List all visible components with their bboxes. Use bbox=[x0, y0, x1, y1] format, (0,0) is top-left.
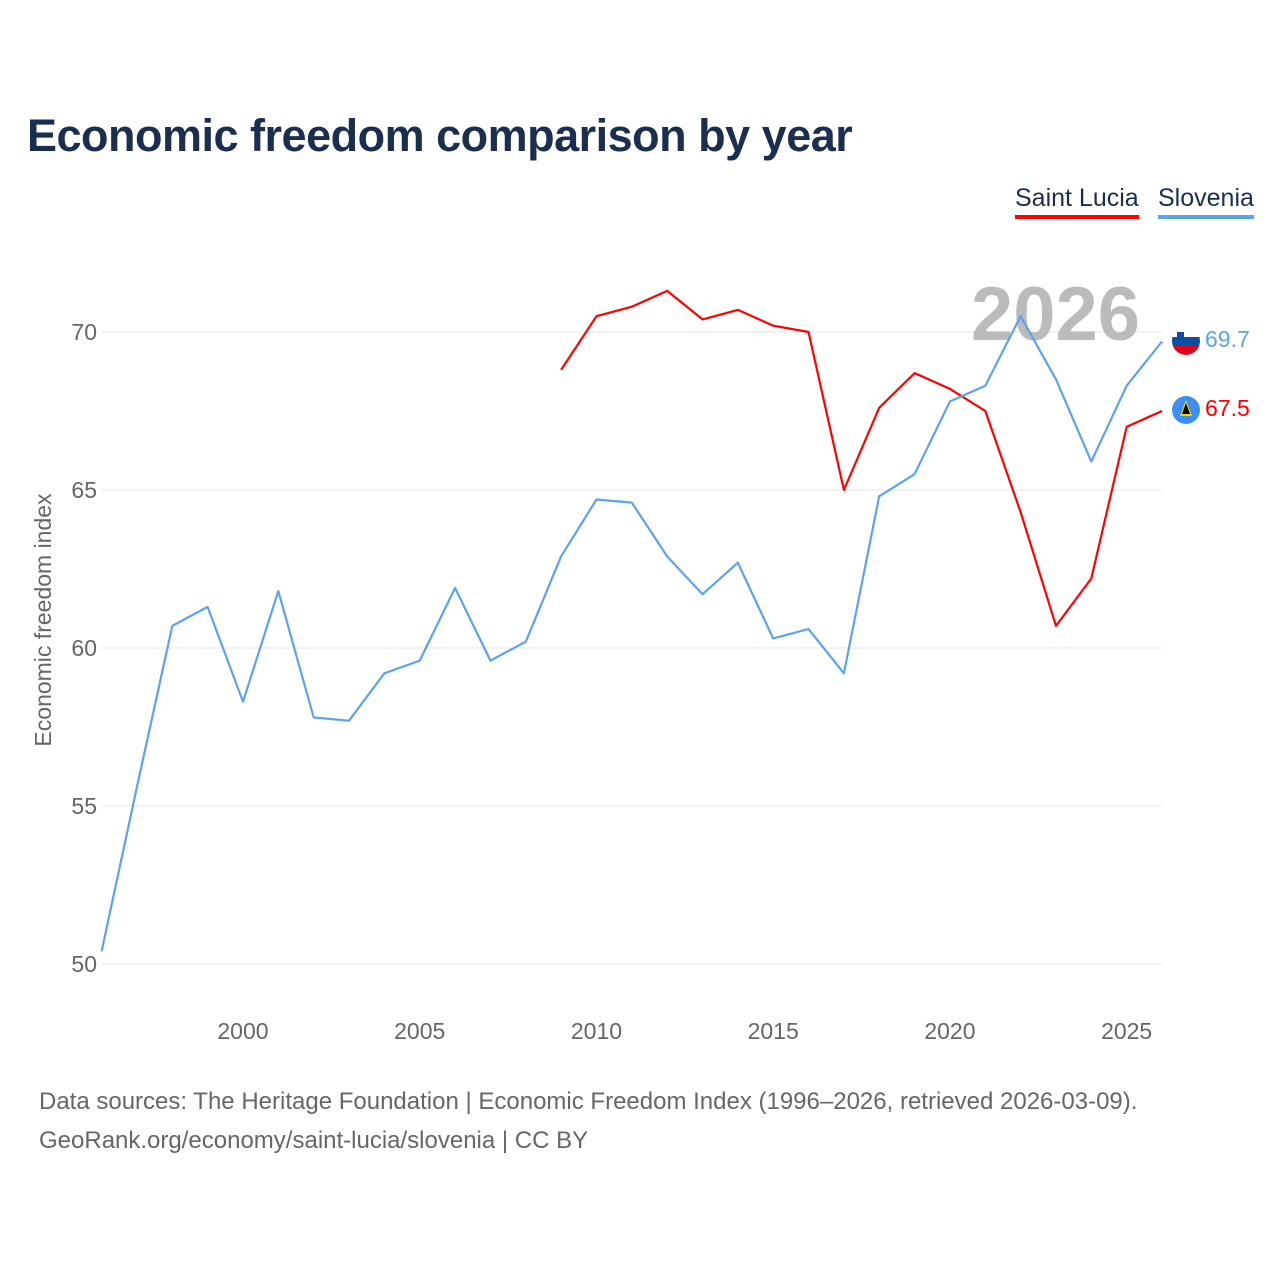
x-tick-label: 2015 bbox=[748, 1018, 799, 1044]
y-tick-label: 65 bbox=[71, 477, 97, 503]
y-tick-label: 70 bbox=[71, 319, 97, 345]
series-line-slovenia bbox=[100, 315, 1163, 952]
saint-lucia-flag-icon bbox=[1172, 396, 1200, 424]
year-watermark: 2026 bbox=[971, 272, 1140, 357]
slovenia-flag-icon bbox=[1172, 327, 1200, 355]
x-tick-label: 2010 bbox=[571, 1018, 622, 1044]
legend-slovenia[interactable]: Slovenia bbox=[1158, 184, 1254, 219]
legend-saint-lucia[interactable]: Saint Lucia bbox=[1015, 184, 1139, 219]
y-tick-label: 60 bbox=[71, 635, 97, 661]
footer-sources: Data sources: The Heritage Foundation | … bbox=[39, 1088, 1138, 1115]
x-tick-label: 2025 bbox=[1101, 1018, 1152, 1044]
chart-title: Economic freedom comparison by year bbox=[27, 110, 853, 161]
x-tick-label: 2005 bbox=[394, 1018, 445, 1044]
y-axis-label: Economic freedom index bbox=[30, 493, 56, 747]
y-tick-label: 50 bbox=[71, 951, 97, 977]
x-tick-label: 2020 bbox=[924, 1018, 975, 1044]
saint-lucia-end-label: 67.5 bbox=[1205, 395, 1250, 421]
series-line-saint-lucia bbox=[560, 289, 1163, 628]
y-tick-label: 55 bbox=[71, 793, 97, 819]
slovenia-end-label: 69.7 bbox=[1205, 326, 1250, 352]
x-tick-label: 2000 bbox=[217, 1018, 268, 1044]
footer-link[interactable]: GeoRank.org/economy/saint-lucia/slovenia… bbox=[39, 1127, 589, 1154]
